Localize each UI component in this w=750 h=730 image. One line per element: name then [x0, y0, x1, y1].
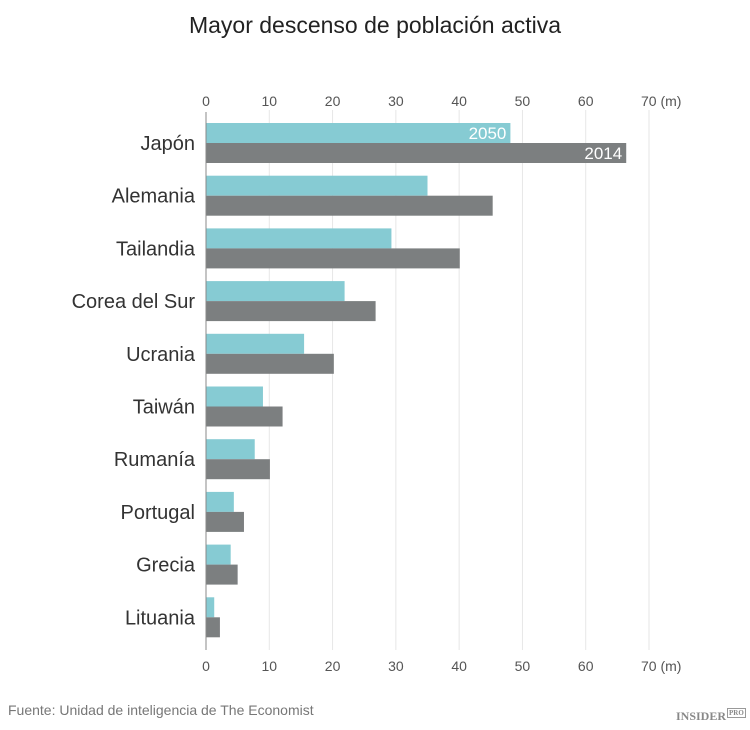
- x-tick-label-top: 50: [515, 93, 531, 109]
- category-label: Alemania: [112, 186, 196, 208]
- bar-2050: [206, 123, 511, 143]
- source-note: Fuente: Unidad de inteligencia de The Ec…: [8, 702, 314, 718]
- category-label: Portugal: [121, 502, 196, 524]
- bar-2014: [206, 564, 238, 585]
- x-tick-label-bottom: 50: [515, 658, 531, 674]
- insider-pro-logo: INSIDER PRO: [676, 708, 746, 724]
- bar-2050: [206, 491, 234, 512]
- series-label-2050: 2050: [469, 124, 507, 143]
- category-label: Ucrania: [126, 344, 196, 366]
- x-tick-label-top: 70 (m): [641, 93, 681, 109]
- bar-2014: [206, 301, 376, 322]
- bar-2050: [206, 439, 255, 460]
- logo-text: INSIDER: [676, 709, 727, 723]
- logo-badge: PRO: [727, 708, 746, 718]
- bar-2050: [206, 386, 263, 407]
- bar-2014: [206, 511, 244, 532]
- bar-2014: [206, 195, 493, 216]
- category-label: Corea del Sur: [72, 291, 196, 313]
- x-tick-label-bottom: 60: [578, 658, 594, 674]
- bar-2050: [206, 597, 215, 618]
- bar-2050: [206, 175, 428, 196]
- bar-2014: [206, 248, 460, 269]
- bar-2050: [206, 281, 345, 302]
- bar-2014: [206, 617, 220, 638]
- bar-2014: [206, 406, 283, 427]
- x-tick-label-bottom: 10: [261, 658, 277, 674]
- category-label: Taiwán: [133, 397, 195, 419]
- x-tick-label-bottom: 20: [325, 658, 341, 674]
- x-tick-label-bottom: 30: [388, 658, 404, 674]
- bar-2050: [206, 333, 305, 354]
- bar-2014: [206, 459, 270, 480]
- bar-2014: [206, 353, 334, 374]
- x-tick-label-top: 30: [388, 93, 404, 109]
- bar-2050: [206, 544, 231, 565]
- x-tick-label-bottom: 70 (m): [641, 658, 681, 674]
- x-tick-label-bottom: 40: [451, 658, 467, 674]
- x-tick-label-top: 0: [202, 93, 210, 109]
- category-label: Japón: [141, 133, 196, 155]
- x-tick-label-top: 20: [325, 93, 341, 109]
- category-label: Tailandia: [116, 238, 196, 260]
- series-label-2014: 2014: [584, 144, 622, 163]
- category-label: Lituania: [125, 607, 196, 629]
- bar-2014: [206, 143, 627, 163]
- category-label: Rumanía: [114, 449, 196, 471]
- chart-title: Mayor descenso de población activa: [188, 12, 562, 38]
- x-tick-label-top: 40: [451, 93, 467, 109]
- bar-2050: [206, 228, 392, 249]
- category-label: Grecia: [136, 555, 196, 577]
- x-tick-label-bottom: 0: [202, 658, 210, 674]
- x-tick-label-top: 60: [578, 93, 594, 109]
- x-tick-label-top: 10: [261, 93, 277, 109]
